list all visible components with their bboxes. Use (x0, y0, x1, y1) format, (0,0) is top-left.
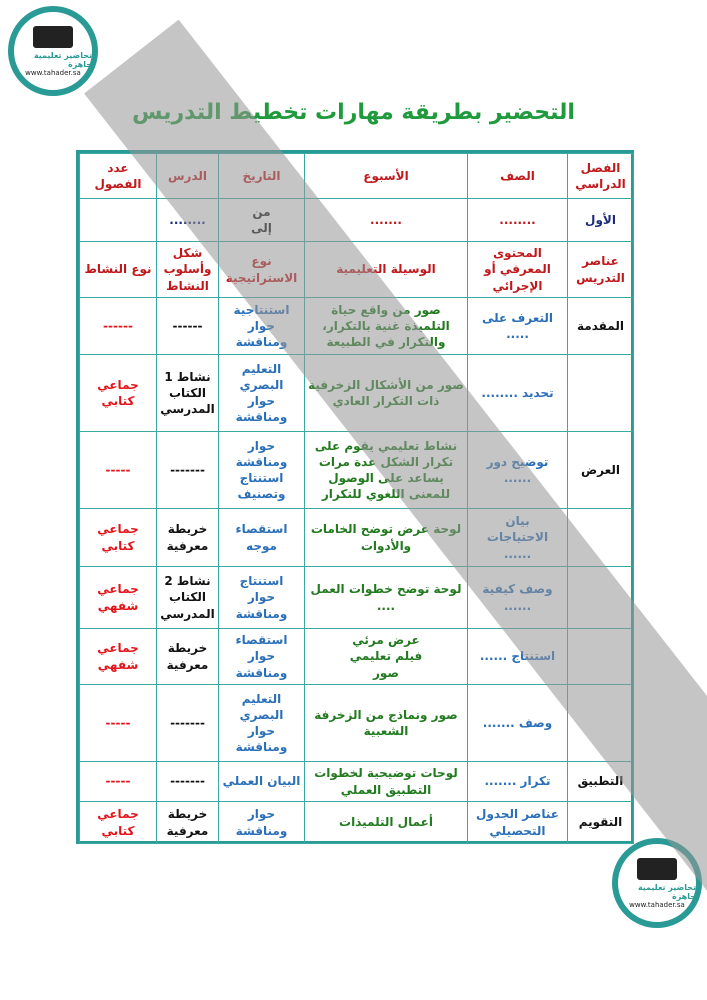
table-cell: بيان الاحتياجات ...... (467, 508, 568, 567)
table-cell: التعليم البصري حوار ومناقشة (218, 354, 305, 432)
page-title: التحضير بطريقة مهارات تخطيط التدريس (132, 100, 575, 125)
table-row: استنتاج ...... عرض مرئي فيلم تعليمي صور اس… (79, 628, 634, 685)
table-cell: ........ (467, 198, 568, 242)
logo-bottom: تحاضير تعليمية جاهزة www.tahader.sa (612, 838, 702, 928)
table-cell (567, 566, 634, 629)
table-cell: نوع الاستراتيجية (218, 241, 305, 298)
table-cell: ------ (156, 297, 219, 355)
truck-icon (33, 25, 73, 48)
table-row: عناصر التدريس المحتوى المعرفي أو الإجرائي… (79, 241, 634, 298)
table-cell: استنتاج حوار ومناقشة (218, 566, 305, 629)
table-cell (567, 628, 634, 685)
table-cell: العرض (567, 431, 634, 509)
table-cell: توضيح دور ...... (467, 431, 568, 509)
table-cell: جماعي كتابي (79, 801, 157, 844)
table-cell: استنتاج ...... (467, 628, 568, 685)
table-cell: لوحات توضيحية لخطوات التطبيق العملي (304, 761, 468, 802)
table-cell: وصف كيفية ...... (467, 566, 568, 629)
table-row: العرض توضيح دور ...... نشاط تعليمي يقوم عل… (79, 431, 634, 509)
table-cell: الأول (567, 198, 634, 242)
table-cell: ....... (304, 198, 468, 242)
table-cell: الأسبوع (304, 153, 468, 199)
table-cell: استنتاجية حوار ومناقشة (218, 297, 305, 355)
table-cell: عناصر الجدول التحصيلي (467, 801, 568, 844)
table-cell: البيان العملي (218, 761, 305, 802)
truck-icon (637, 857, 677, 880)
table-cell (567, 508, 634, 567)
table-cell: لوحة عرض توضح الخامات والأدوات (304, 508, 468, 567)
table-cell: حوار ومناقشة (218, 801, 305, 844)
table-cell: جماعي شفهي (79, 628, 157, 685)
table-cell: خريطة معرفية (156, 628, 219, 685)
header-row: الفصل الدراسي الصف الأسبوع التاريخ الدرس عدد … (79, 153, 634, 199)
table-cell (567, 684, 634, 762)
table-cell: ------- (156, 431, 219, 509)
table-cell: جماعي شفهي (79, 566, 157, 629)
table-row: الأول............... من إلى........ (79, 198, 634, 242)
table-cell: ----- (79, 761, 157, 802)
table-row: التقويم عناصر الجدول التحصيلي أعمال التلمي… (79, 801, 634, 844)
table-cell: عدد الفصول (79, 153, 157, 199)
table-cell: ----- (79, 431, 157, 509)
table-row: التطبيق تكرار ....... لوحات توضيحية لخطوات… (79, 761, 634, 802)
table-cell: نشاط 1 الكتاب المدرسي (156, 354, 219, 432)
table-cell: التقويم (567, 801, 634, 844)
table-row: تحديد ........ صور من الأشكال الزخرفية ذا… (79, 354, 634, 432)
table-row: المقدمة التعرف على ..... صور من واقع حياة … (79, 297, 634, 355)
table-cell: نوع النشاط (79, 241, 157, 298)
table-cell: صور من واقع حياة التلميذة غنية بالتكرار،… (304, 297, 468, 355)
logo-top: تحاضير تعليمية جاهزة www.tahader.sa (8, 6, 98, 96)
table-cell: المحتوى المعرفي أو الإجرائي (467, 241, 568, 298)
table-cell: الوسيلة التعليمية (304, 241, 468, 298)
table-cell: خريطة معرفية (156, 801, 219, 844)
table-cell: الفصل الدراسي (567, 153, 634, 199)
table-row: وصف كيفية ...... لوحة توضح خطوات العمل ..… (79, 566, 634, 629)
table-cell (567, 354, 634, 432)
table-cell: الصف (467, 153, 568, 199)
table-cell: ........ (156, 198, 219, 242)
table-cell: تحديد ........ (467, 354, 568, 432)
table-cell: جماعي كتابي (79, 354, 157, 432)
table-cell: نشاط تعليمي يقوم على تكرار الشكل عدة مرا… (304, 431, 468, 509)
table-cell: عرض مرئي فيلم تعليمي صور (304, 628, 468, 685)
table-cell: المقدمة (567, 297, 634, 355)
table-cell: ------ (79, 297, 157, 355)
table-row: بيان الاحتياجات ...... لوحة عرض توضح الخا… (79, 508, 634, 567)
table-cell: التعليم البصري حوار ومناقشة (218, 684, 305, 762)
table-row: وصف ....... صور ونماذج من الزخرفة الشعبية… (79, 684, 634, 762)
table-cell: جماعي كتابي (79, 508, 157, 567)
table-cell: ------- (156, 684, 219, 762)
table-cell (79, 198, 157, 242)
table-cell: حوار ومناقشة استنتاج وتصنيف (218, 431, 305, 509)
table-cell: التاريخ (218, 153, 305, 199)
table-cell: ------- (156, 761, 219, 802)
table-cell: التطبيق (567, 761, 634, 802)
table-cell: تكرار ....... (467, 761, 568, 802)
table-cell: نشاط 2 الكتاب المدرسي (156, 566, 219, 629)
table-cell: التعرف على ..... (467, 297, 568, 355)
table-cell: أعمال التلميذات (304, 801, 468, 844)
lesson-plan-table: الفصل الدراسي الصف الأسبوع التاريخ الدرس عدد … (76, 150, 634, 844)
table-cell: صور من الأشكال الزخرفية ذات التكرار العا… (304, 354, 468, 432)
table-cell: استقصاء موجه (218, 508, 305, 567)
table-cell: خريطة معرفية (156, 508, 219, 567)
table-cell: من إلى (218, 198, 305, 242)
table-cell: الدرس (156, 153, 219, 199)
table-cell: عناصر التدريس (567, 241, 634, 298)
table-cell: لوحة توضح خطوات العمل .... (304, 566, 468, 629)
table-cell: استقصاء حوار ومناقشة (218, 628, 305, 685)
table-cell: شكل وأسلوب النشاط (156, 241, 219, 298)
table-cell: ----- (79, 684, 157, 762)
table-cell: صور ونماذج من الزخرفة الشعبية (304, 684, 468, 762)
table-cell: وصف ....... (467, 684, 568, 762)
